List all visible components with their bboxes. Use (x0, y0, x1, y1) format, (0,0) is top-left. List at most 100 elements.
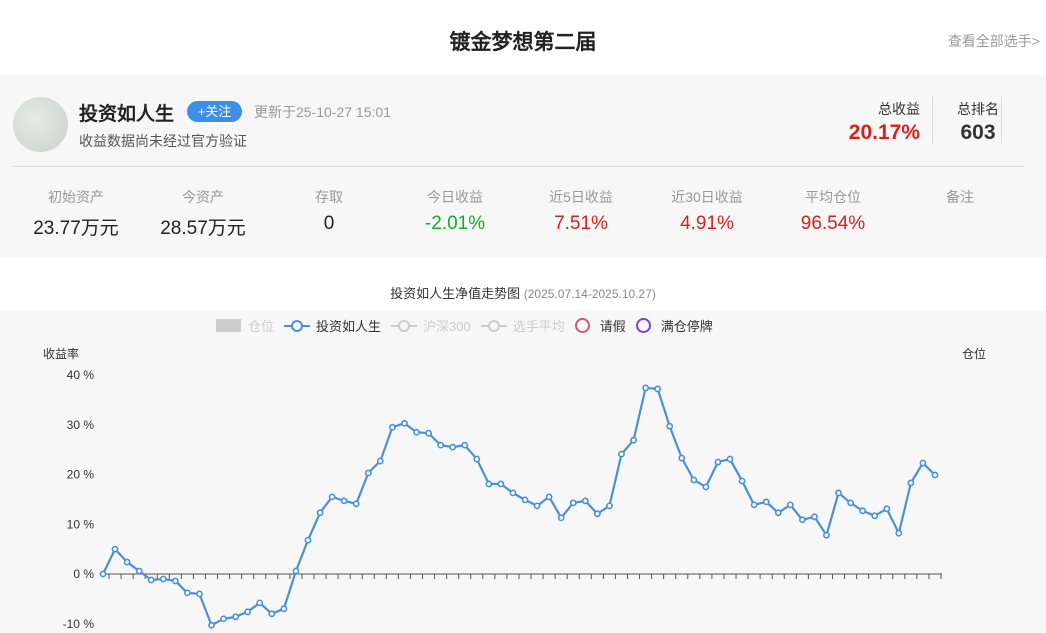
data-point (364, 469, 372, 477)
rank-label: 总排名 (957, 101, 999, 117)
stat-item: 今日收益 -2.01% (395, 187, 515, 235)
data-point (159, 575, 167, 583)
legend-hs300[interactable]: 沪深300 (391, 316, 471, 335)
stat-label: 近5日收益 (549, 189, 613, 205)
data-point (437, 441, 445, 449)
divider (13, 166, 1025, 167)
data-point (581, 497, 589, 505)
total-return-label: 总收益 (878, 101, 920, 117)
data-point (750, 501, 758, 509)
stat-item: 备注 (900, 187, 1020, 213)
legend-leave[interactable]: 请假 (574, 316, 626, 335)
total-return: 总收益 20.17% (820, 99, 920, 145)
legend-average[interactable]: 选手平均 (480, 316, 565, 335)
stat-item: 近30日收益 4.91% (647, 187, 767, 235)
data-point (135, 567, 143, 575)
ring-icon (635, 318, 651, 333)
data-point (268, 610, 276, 618)
stat-value: 23.77万元 (33, 218, 119, 239)
data-point (449, 443, 457, 451)
data-point (401, 419, 408, 427)
line-chart: 40 % 30 % 20 % 10 % 0 % -10 % (63, 368, 942, 631)
data-point (340, 497, 348, 505)
y-tick-label: 0 % (73, 567, 94, 581)
view-all-players-link[interactable]: 查看全部选手> (947, 33, 1040, 49)
data-point (666, 422, 674, 430)
stat-item: 平均仓位 96.54% (773, 187, 893, 235)
y-tick-label: 30 % (67, 418, 95, 432)
chart-title: 投资如人生净值走势图 (2025.07.14-2025.10.27) (0, 283, 1046, 302)
legend-label: 仓位 (248, 319, 275, 334)
page-title: 镀金梦想第二届 (449, 31, 597, 54)
follow-button[interactable]: +关注 (187, 101, 242, 122)
stat-item: 初始资产 23.77万元 (16, 187, 136, 240)
stat-value: 4.91% (680, 213, 734, 234)
stat-value: -2.01% (424, 213, 486, 234)
data-point (569, 499, 577, 507)
data-point (244, 608, 252, 616)
data-point (184, 589, 191, 597)
data-point (630, 436, 637, 444)
data-point (786, 501, 794, 509)
data-point (352, 500, 360, 508)
data-point (545, 493, 553, 501)
data-point (907, 479, 915, 487)
data-point (738, 477, 746, 485)
stat-label: 平均仓位 (805, 189, 861, 205)
data-point (871, 512, 879, 520)
legend-label: 投资如人生 (316, 319, 382, 334)
series-line (102, 386, 936, 627)
data-point (376, 457, 384, 465)
avatar[interactable] (13, 97, 68, 152)
data-point (220, 615, 227, 623)
data-point (413, 428, 420, 436)
data-point (618, 450, 625, 458)
y-tick-label: -10 % (63, 617, 95, 631)
data-point (256, 599, 264, 607)
data-point (388, 423, 396, 431)
data-point (123, 558, 131, 566)
stat-value: 7.51% (554, 213, 608, 234)
stat-label: 备注 (946, 189, 974, 205)
data-point (895, 529, 903, 537)
data-point (702, 483, 710, 491)
data-point (497, 480, 505, 488)
data-point (726, 455, 734, 463)
data-point (654, 385, 662, 393)
stat-label: 今日收益 (427, 189, 483, 205)
data-point (232, 613, 240, 621)
legend-player[interactable]: 投资如人生 (284, 316, 381, 335)
total-return-value: 20.17% (848, 121, 920, 144)
divider (932, 97, 933, 143)
chart-legend: 仓位 投资如人生 沪深300 选手平均 请假 满仓停牌 (216, 316, 723, 335)
data-point (859, 507, 867, 515)
data-point (642, 384, 650, 392)
line-circle-icon (480, 319, 507, 333)
legend-label: 选手平均 (512, 319, 565, 334)
data-point (883, 505, 891, 513)
data-point (473, 455, 481, 463)
data-point (557, 514, 565, 522)
line-circle-icon (284, 319, 311, 333)
data-point (147, 576, 155, 584)
data-point (798, 516, 806, 524)
legend-position[interactable]: 仓位 (216, 316, 274, 335)
ring-icon (574, 318, 590, 333)
divider (1001, 97, 1002, 143)
data-point (485, 480, 493, 488)
stat-item: 近5日收益 7.51% (521, 187, 641, 235)
data-point (461, 441, 469, 449)
stat-value: 0 (323, 213, 335, 234)
line-circle-icon (391, 319, 418, 333)
data-point (919, 459, 927, 467)
y-tick-label: 10 % (67, 517, 95, 531)
stat-label: 初始资产 (48, 189, 104, 205)
data-point (690, 476, 698, 484)
data-point (292, 567, 300, 575)
data-point (171, 577, 179, 585)
legend-suspend[interactable]: 满仓停牌 (635, 316, 713, 335)
total-rank: 总排名 603 (942, 99, 1014, 145)
data-point (111, 545, 119, 553)
data-point (823, 531, 830, 539)
legend-label: 满仓停牌 (660, 319, 713, 334)
